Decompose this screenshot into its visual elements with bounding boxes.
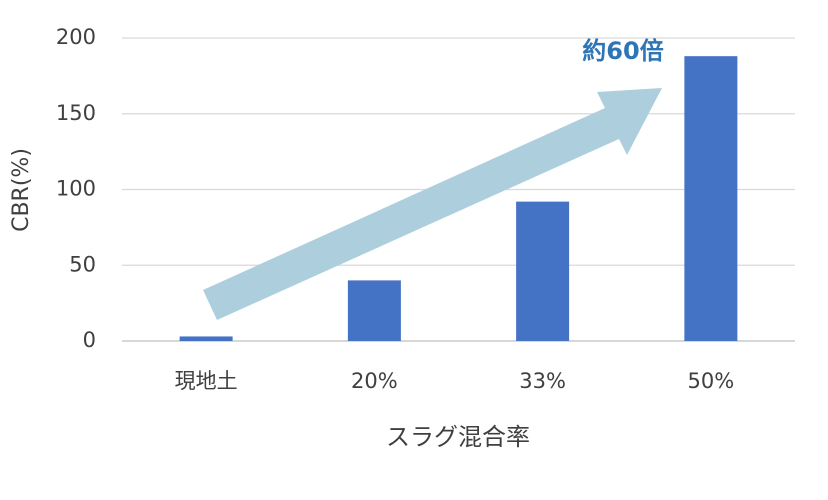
- bar: [179, 336, 233, 341]
- y-tick-label: 100: [56, 177, 96, 201]
- y-tick-label: 0: [83, 328, 96, 352]
- x-tick-label: 20%: [351, 369, 398, 393]
- y-tick-label: 50: [69, 252, 96, 276]
- y-tick-label: 200: [56, 25, 96, 49]
- x-tick-label: 現地土: [175, 369, 238, 393]
- x-tick-label: 50%: [688, 369, 735, 393]
- bar: [347, 280, 401, 341]
- x-tick-label: 33%: [519, 369, 566, 393]
- bar: [684, 56, 738, 342]
- annotation: 約60倍: [582, 37, 663, 65]
- y-tick-label: 150: [56, 101, 96, 125]
- y-axis-title: CBR(%): [9, 148, 34, 232]
- bar: [516, 201, 570, 341]
- x-axis-title: スラグ混合率: [386, 423, 530, 451]
- trend-arrow: [203, 88, 662, 320]
